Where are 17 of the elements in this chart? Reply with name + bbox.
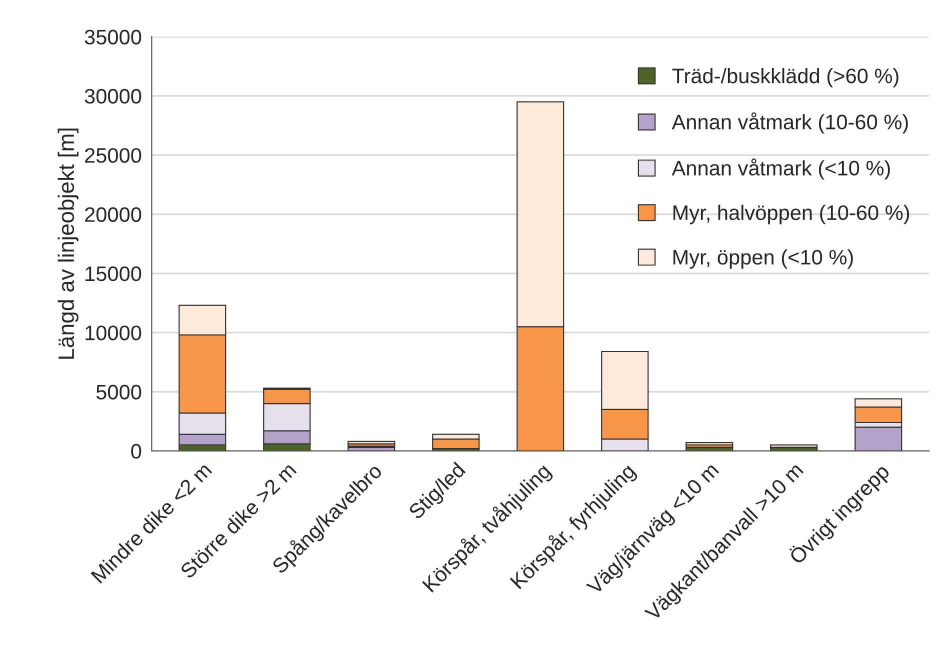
y-tick-label: 30000	[84, 88, 142, 104]
y-tick-label: 5000	[96, 384, 142, 400]
legend-label: Myr, halvöppen (10-60 %)	[673, 204, 910, 224]
legend-label: Myr, öppen (<10 %)	[673, 249, 853, 269]
legend-label: Träd-/buskklädd (>60 %)	[672, 68, 898, 88]
legend-label: Annan våtmark (10-60 %)	[672, 112, 908, 134]
bar	[854, 426, 902, 451]
y-tick-label: 35000	[84, 30, 142, 44]
y-tick-label: 20000	[85, 207, 142, 222]
y-tick-label: 10000	[86, 326, 142, 340]
y-tick-label: 15000	[86, 266, 142, 282]
legend-label: Annan våtmark (<10 %)	[672, 158, 890, 180]
y-axis-title: Längd av linjeobjekt [m]	[58, 128, 78, 359]
bar	[348, 440, 396, 444]
y-tick-label: 25000	[85, 148, 142, 163]
bar	[770, 444, 818, 448]
y-tick-label: 0	[131, 444, 142, 459]
